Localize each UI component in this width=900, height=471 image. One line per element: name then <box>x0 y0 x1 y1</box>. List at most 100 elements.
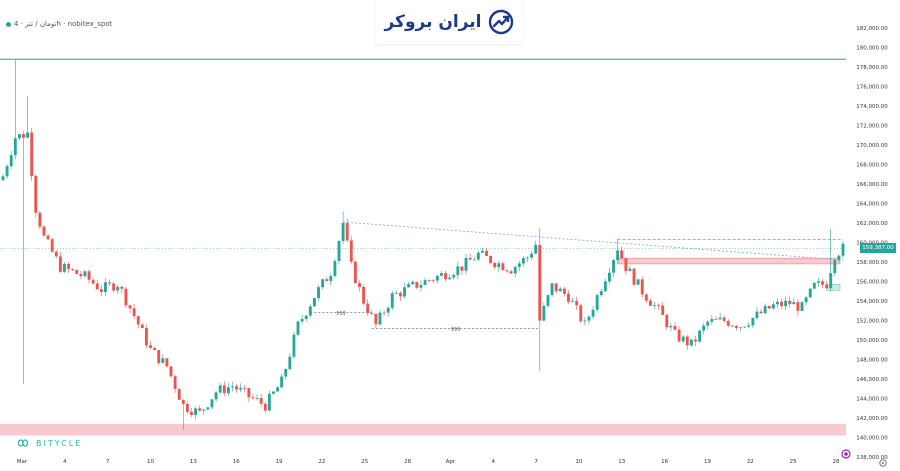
candle <box>202 409 206 415</box>
candle <box>792 297 796 305</box>
candle-body <box>460 266 464 271</box>
candle <box>595 293 599 313</box>
settings-icon[interactable] <box>878 458 888 468</box>
candle-body <box>177 388 181 400</box>
candle-body <box>132 308 136 317</box>
candle <box>30 128 34 181</box>
price-zone <box>826 284 841 291</box>
candle-body <box>128 305 132 309</box>
candle <box>788 296 792 308</box>
candle <box>796 299 800 316</box>
candle-body <box>222 385 226 394</box>
candle <box>780 298 783 309</box>
candle-body <box>22 134 25 138</box>
candle <box>624 258 628 275</box>
candle <box>493 261 497 270</box>
candle <box>419 280 423 292</box>
candle-body <box>251 397 255 399</box>
candle <box>837 254 841 263</box>
price-zone <box>617 257 841 265</box>
candle-body <box>456 266 460 275</box>
candle <box>153 347 157 351</box>
candle-body <box>800 302 804 311</box>
candle-body <box>796 302 800 311</box>
candle-body <box>550 283 554 296</box>
candle-body <box>54 251 58 257</box>
candle <box>509 269 513 274</box>
time-axis: Mar 4 7 10 13 16 19 22 25 28 Apr 4 7 10 13 16 19 22 25 28 <box>17 459 840 465</box>
candle <box>13 59 17 159</box>
candle-body <box>63 264 66 272</box>
chart-up-arrow-icon <box>488 9 513 35</box>
candle <box>128 304 132 314</box>
y-tick-label: 172,000.00 <box>856 124 888 130</box>
candle <box>124 286 128 309</box>
candle-body <box>575 301 579 306</box>
candle-body <box>632 268 636 285</box>
candle <box>743 326 747 329</box>
indicator-icon[interactable] <box>841 449 851 459</box>
candle <box>390 290 394 311</box>
candle-body <box>317 287 320 299</box>
candle-body <box>538 244 542 321</box>
candle-body <box>136 316 140 325</box>
brand-logo: ایران بروکر <box>376 0 522 44</box>
candle-body <box>530 253 534 258</box>
candle-body <box>161 358 165 363</box>
candle <box>58 251 62 273</box>
candle-body <box>669 326 673 328</box>
candle <box>464 253 468 275</box>
candle-body <box>112 283 116 291</box>
candle-body <box>394 292 398 294</box>
candle-body <box>825 284 829 289</box>
candle-body <box>300 319 304 322</box>
candle-body <box>284 369 288 377</box>
x-tick-label: 10 <box>147 459 154 465</box>
candle <box>755 306 759 320</box>
candle-body <box>210 399 214 408</box>
x-tick-label: 13 <box>618 459 625 465</box>
candle-body <box>726 320 730 326</box>
candle <box>140 323 144 329</box>
candle-body <box>792 302 796 305</box>
candle-body <box>485 250 488 256</box>
candle <box>587 314 591 325</box>
candle <box>497 260 501 272</box>
candle <box>308 304 312 319</box>
symbol-info[interactable]: تومان / تتر · 4h · nobitex_spot <box>6 20 112 28</box>
candle <box>403 282 406 299</box>
candle-body <box>71 268 75 270</box>
candle <box>567 289 570 304</box>
candle-body <box>603 281 607 292</box>
candle <box>407 281 411 288</box>
candle-body <box>194 408 198 415</box>
candle <box>358 280 361 292</box>
candle-body <box>755 311 759 318</box>
candle <box>706 320 710 330</box>
y-tick-label: 162,000.00 <box>856 221 888 227</box>
candle-body <box>665 314 669 328</box>
candle-body <box>480 250 484 253</box>
candle-body <box>468 257 472 260</box>
candle-body <box>714 319 718 320</box>
candle <box>345 218 349 243</box>
candle-body <box>821 281 824 285</box>
candle <box>386 305 390 317</box>
candle <box>83 269 87 279</box>
candle <box>374 313 378 328</box>
candle-body <box>661 305 665 315</box>
x-tick-label: 13 <box>190 459 197 465</box>
candle-body <box>157 350 161 363</box>
candle <box>452 273 456 280</box>
x-tick-label: 19 <box>276 459 283 465</box>
candle <box>67 262 70 273</box>
candle <box>456 261 460 280</box>
x-tick-label: 4 <box>63 459 67 465</box>
candle-body <box>776 301 779 305</box>
candle-body <box>206 407 210 410</box>
candle-body <box>91 279 95 284</box>
x-tick-label: 19 <box>704 459 711 465</box>
candle-body <box>358 283 361 288</box>
candle <box>513 265 517 278</box>
